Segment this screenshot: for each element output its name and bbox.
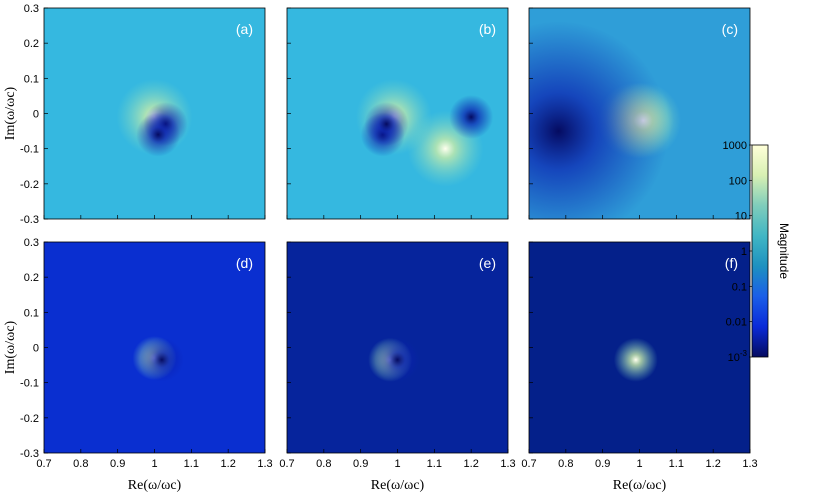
x-tick-label: 1.1 xyxy=(184,458,199,470)
x-tick-label: 1.2 xyxy=(464,458,479,470)
y-tick-label: -0.3 xyxy=(20,214,39,226)
x-tick-label: 1.2 xyxy=(221,458,236,470)
panel-a xyxy=(44,8,265,219)
zero-dip xyxy=(449,95,494,140)
x-tick-label: 1.1 xyxy=(669,458,684,470)
panel-f xyxy=(529,242,750,453)
colorbar-tick-label: 1000 xyxy=(723,140,747,152)
y-tick-label: 0.3 xyxy=(24,3,39,15)
y-tick-label: -0.3 xyxy=(20,448,39,460)
y-tick-label: -0.2 xyxy=(20,413,39,425)
x-tick-label: 0.9 xyxy=(110,458,125,470)
colorbar-tick-label: 0.01 xyxy=(726,317,747,329)
colorbar-gradient xyxy=(751,144,769,358)
x-axis-label: Re(ω/ωc) xyxy=(371,478,425,493)
colorbar-tick-label: 1 xyxy=(741,246,747,258)
x-tick-label: 0.7 xyxy=(279,458,294,470)
zero-dip xyxy=(375,337,420,382)
y-tick-label: 0.1 xyxy=(24,73,39,85)
x-tick-label: 1 xyxy=(151,458,157,470)
x-tick-label: 1.1 xyxy=(427,458,442,470)
zero-dip xyxy=(364,102,409,147)
pole-peak xyxy=(613,337,658,382)
panel-c xyxy=(529,8,750,219)
y-tick-label: -0.1 xyxy=(20,378,39,390)
x-tick-label: 1 xyxy=(636,458,642,470)
panel-label: (a) xyxy=(236,21,253,37)
y-axis-label: Im(ω/ωc) xyxy=(3,320,18,374)
colorbar-tick-label: 10 xyxy=(735,211,747,223)
panel-d xyxy=(44,242,265,453)
x-axis-label: Re(ω/ωc) xyxy=(128,478,182,493)
panel-label: (e) xyxy=(479,255,496,271)
x-tick-label: 0.8 xyxy=(316,458,331,470)
y-tick-label: 0.2 xyxy=(24,38,39,50)
colorbar-tick-label: 100 xyxy=(729,175,747,187)
x-tick-label: 0.7 xyxy=(521,458,536,470)
colorbar-label: Magnitude xyxy=(777,223,791,279)
y-tick-label: -0.2 xyxy=(20,179,39,191)
zero-dip xyxy=(136,112,181,157)
y-axis-label: Im(ω/ωc) xyxy=(3,86,18,140)
y-tick-label: 0 xyxy=(33,343,39,355)
x-tick-label: 1.3 xyxy=(257,458,272,470)
panel-label: (f) xyxy=(725,255,738,271)
colorbar-tick-label: 0.1 xyxy=(732,281,747,293)
panel-label: (c) xyxy=(722,21,738,37)
zero-dip xyxy=(529,21,669,219)
colorbar-tick-label-min: 10-3 xyxy=(728,349,748,364)
y-tick-label: 0.3 xyxy=(24,237,39,249)
x-tick-label: 0.7 xyxy=(36,458,51,470)
x-tick-label: 0.8 xyxy=(73,458,88,470)
panel-label: (d) xyxy=(236,255,253,271)
panel-b xyxy=(287,8,508,219)
colorbar: 1000 100 10 1 0.1 0.01 10-3 Magnitude xyxy=(723,140,791,364)
x-axis-label: Re(ω/ωc) xyxy=(613,478,667,493)
x-tick-label: 1.2 xyxy=(706,458,721,470)
y-tick-label: 0.1 xyxy=(24,307,39,319)
x-tick-label: 1.3 xyxy=(742,458,757,470)
zero-dip xyxy=(139,337,184,382)
x-tick-label: 0.9 xyxy=(353,458,368,470)
panel-e xyxy=(287,242,508,453)
x-tick-label: 0.8 xyxy=(558,458,573,470)
y-tick-label: -0.1 xyxy=(20,144,39,156)
x-tick-label: 0.9 xyxy=(595,458,610,470)
panel-label: (b) xyxy=(479,21,496,37)
y-tick-label: 0.2 xyxy=(24,272,39,284)
x-tick-label: 1 xyxy=(394,458,400,470)
x-tick-label: 1.3 xyxy=(500,458,515,470)
y-tick-label: 0 xyxy=(33,109,39,121)
